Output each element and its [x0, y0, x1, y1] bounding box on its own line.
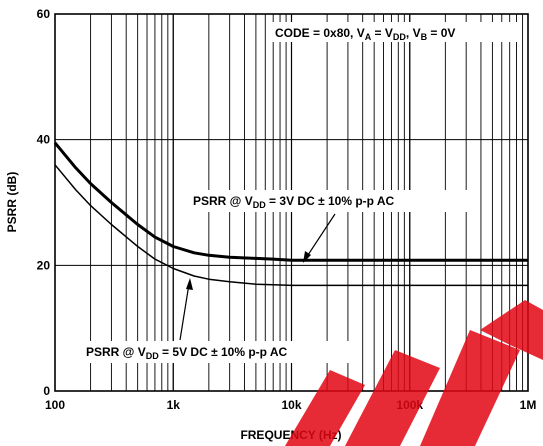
- y-tick-label: 20: [37, 258, 51, 272]
- watermark-shape-3: [420, 330, 520, 446]
- watermark-shape-2: [345, 350, 440, 446]
- series-line-3v: [53, 141, 528, 262]
- watermark-shape-4: [480, 300, 543, 360]
- series-label-5v: PSRR @ VDD = 5V DC ± 10% p-p AC: [82, 278, 360, 363]
- series-lines: [53, 141, 528, 287]
- series-label-5v-bg: [82, 341, 360, 363]
- series-label-3v-arrowhead: [303, 251, 311, 263]
- y-tick-label: 40: [37, 133, 51, 147]
- x-tick-label: 1M: [520, 398, 537, 412]
- y-axis-title: PSRR (dB): [5, 172, 19, 233]
- series-label-3v: PSRR @ VDD = 3V DC ± 10% p-p AC: [190, 190, 474, 263]
- series-line-5v: [54, 164, 528, 287]
- series-label-3v-bg: [190, 190, 474, 212]
- x-tick-label: 1k: [167, 398, 181, 412]
- y-tick-label: 0: [43, 384, 50, 398]
- watermark-shape-1: [285, 370, 365, 446]
- condition-note: CODE = 0x80, VA = VDD, VB = 0V: [270, 22, 520, 42]
- condition-note-bg: [270, 22, 520, 42]
- watermark-logo: [285, 300, 543, 446]
- y-tick-label: 60: [37, 7, 51, 21]
- series-label-3v-arrow: [305, 213, 336, 259]
- x-tick-label: 100: [45, 398, 65, 412]
- condition-note-text: CODE = 0x80, VA = VDD, VB = 0V: [275, 26, 455, 42]
- series-label-5v-text: PSRR @ VDD = 5V DC ± 10% p-p AC: [86, 345, 288, 361]
- series-label-5v-arrowhead: [186, 278, 193, 290]
- series-label-5v-arrow: [179, 283, 190, 341]
- series-label-3v-text: PSRR @ VDD = 3V DC ± 10% p-p AC: [193, 194, 395, 210]
- x-tick-label: 10k: [281, 398, 301, 412]
- plot-frame: [54, 13, 529, 392]
